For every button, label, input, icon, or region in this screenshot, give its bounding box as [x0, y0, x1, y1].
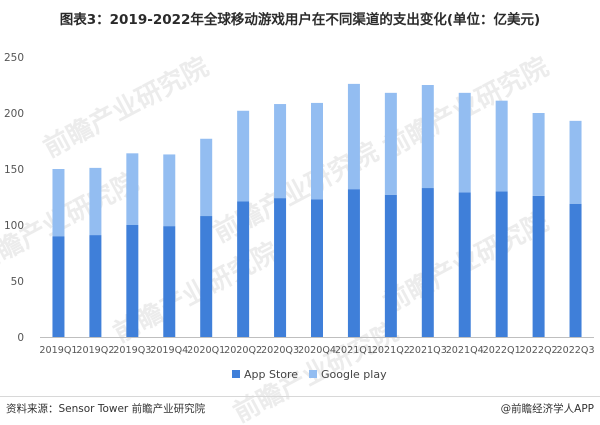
x-tick-label: 2020Q3: [261, 345, 299, 356]
bar-google-play: [52, 169, 65, 237]
bar-google-play: [311, 102, 323, 200]
bar-app-store: [384, 194, 397, 337]
x-tick-label: 2022Q3: [556, 345, 594, 356]
brand-credit: @前瞻经济学人APP: [500, 403, 594, 415]
bar-google-play: [421, 85, 434, 189]
bar-app-store: [163, 226, 176, 337]
bar-google-play: [569, 120, 582, 204]
x-axis: 2019Q12019Q22019Q32019Q42020Q12020Q22020…: [39, 337, 595, 356]
x-tick-label: 2020Q1: [187, 345, 225, 356]
chart-title: 图表3：2019-2022年全球移动游戏用户在不同渠道的支出变化(单位：亿美元): [59, 12, 541, 28]
y-tick-label: 250: [4, 52, 24, 64]
bar-google-play: [200, 138, 213, 217]
bar-google-play: [495, 100, 508, 192]
bar-google-play: [458, 92, 471, 193]
legend-google-play-swatch: [309, 370, 317, 378]
x-tick-label: 2021Q4: [446, 345, 484, 356]
bar-app-store: [200, 216, 213, 337]
bar-google-play: [274, 104, 287, 199]
x-tick-label: 2019Q1: [39, 345, 77, 356]
legend: App Store Google play: [232, 368, 387, 381]
bar-app-store: [347, 189, 360, 337]
footer: 资料来源：Sensor Tower 前瞻产业研究院 @前瞻经济学人APP: [0, 399, 600, 421]
y-tick-label: 0: [17, 332, 24, 344]
bar-google-play: [347, 83, 360, 190]
bar-google-play: [126, 153, 139, 225]
x-tick-label: 2021Q2: [372, 345, 410, 356]
legend-google-play-label: Google play: [321, 368, 387, 381]
x-tick-label: 2019Q2: [76, 345, 114, 356]
x-tick-label: 2022Q2: [520, 345, 558, 356]
y-tick-label: 200: [4, 108, 24, 120]
legend-app-store-label: App Store: [244, 368, 298, 381]
x-tick-label: 2020Q4: [298, 345, 336, 356]
bar-app-store: [237, 201, 250, 337]
bars-layer: [52, 83, 582, 337]
x-tick-label: 2021Q1: [335, 345, 373, 356]
y-axis: 0 50 100 150 200 250: [4, 52, 24, 344]
bar-app-store: [52, 236, 65, 337]
x-tick-label: 2019Q3: [113, 345, 151, 356]
x-tick-label: 2020Q2: [224, 345, 262, 356]
bar-app-store: [458, 192, 471, 337]
watermark-text: 前瞻产业研究院: [38, 51, 213, 164]
bar-app-store: [532, 195, 545, 337]
source-note: 资料来源：Sensor Tower 前瞻产业研究院: [6, 403, 206, 415]
x-tick-label: 2022Q1: [483, 345, 521, 356]
x-tick-label: 2019Q4: [150, 345, 188, 356]
bar-google-play: [89, 167, 102, 236]
y-tick-label: 150: [4, 164, 24, 176]
bar-app-store: [311, 199, 323, 337]
bar-google-play: [384, 92, 397, 195]
y-tick-label: 50: [11, 276, 24, 288]
x-tick-label: 2021Q3: [409, 345, 447, 356]
bar-app-store: [89, 235, 102, 337]
footer-divider: [0, 396, 600, 397]
bar-app-store: [421, 188, 434, 337]
bar-google-play: [532, 113, 545, 196]
bar-google-play: [163, 154, 176, 227]
legend-app-store-swatch: [232, 370, 240, 378]
y-tick-label: 100: [4, 220, 24, 232]
bar-app-store: [126, 225, 139, 337]
bar-app-store: [569, 203, 582, 337]
bar-google-play: [237, 110, 250, 202]
bar-app-store: [495, 191, 508, 337]
bar-app-store: [274, 198, 287, 337]
